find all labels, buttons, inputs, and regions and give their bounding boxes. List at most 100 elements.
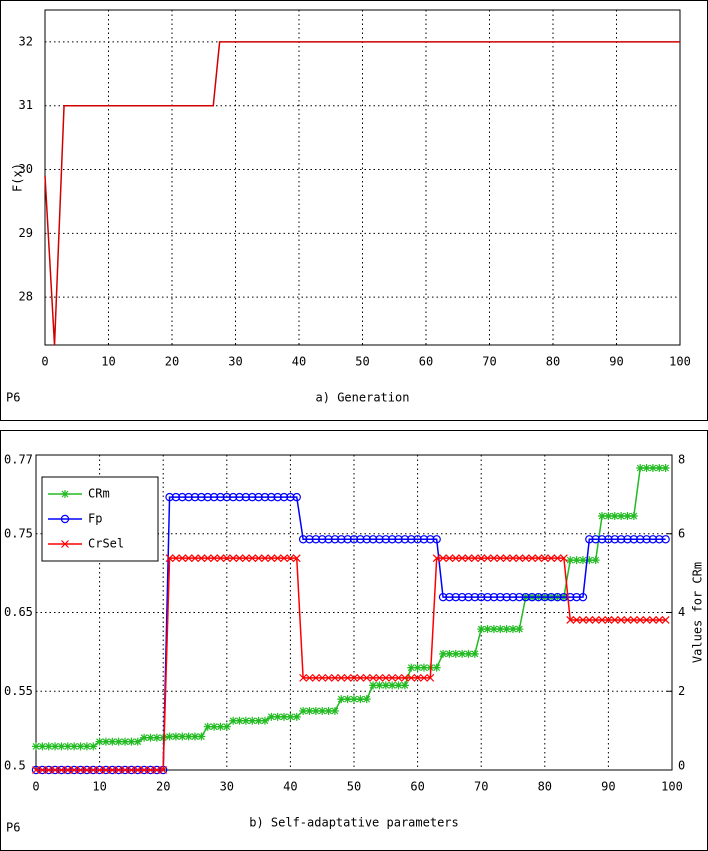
x-tick-label: 0 bbox=[32, 780, 39, 794]
marker bbox=[661, 535, 670, 544]
marker bbox=[457, 592, 467, 602]
marker bbox=[337, 673, 346, 682]
marker bbox=[133, 766, 142, 774]
x-tick-label: 50 bbox=[355, 355, 369, 369]
y-tick-label: 30 bbox=[19, 162, 33, 176]
marker bbox=[509, 554, 517, 563]
y-tick-label: 31 bbox=[19, 98, 33, 112]
x-tick-label: 90 bbox=[601, 780, 615, 794]
marker bbox=[439, 554, 447, 563]
x-tick-label: 50 bbox=[347, 780, 361, 794]
marker bbox=[229, 716, 238, 725]
marker bbox=[413, 663, 422, 672]
y-tick-label: 32 bbox=[19, 34, 33, 48]
marker bbox=[451, 649, 460, 658]
y-tick-label: 29 bbox=[19, 226, 33, 240]
x-tick-label: 10 bbox=[92, 780, 106, 794]
marker bbox=[655, 535, 664, 544]
marker bbox=[95, 766, 104, 774]
marker bbox=[330, 706, 339, 715]
marker bbox=[540, 554, 549, 563]
marker bbox=[394, 535, 403, 544]
marker bbox=[337, 695, 346, 704]
marker bbox=[362, 673, 371, 682]
marker bbox=[254, 716, 263, 725]
marker bbox=[566, 592, 575, 602]
marker bbox=[260, 492, 270, 502]
marker bbox=[502, 554, 511, 563]
marker bbox=[578, 592, 588, 602]
marker bbox=[464, 649, 473, 658]
marker bbox=[32, 742, 40, 751]
marker bbox=[286, 712, 295, 721]
marker bbox=[387, 535, 397, 544]
marker bbox=[228, 492, 238, 502]
marker bbox=[591, 616, 600, 624]
marker bbox=[502, 625, 511, 634]
marker bbox=[458, 554, 467, 563]
x-tick-label: 10 bbox=[101, 355, 115, 369]
marker bbox=[547, 554, 556, 563]
marker bbox=[152, 733, 161, 742]
x-tick-label: 40 bbox=[292, 355, 306, 369]
marker bbox=[292, 554, 301, 563]
y-tick-label: 0.55 bbox=[4, 684, 33, 698]
marker bbox=[642, 535, 651, 544]
marker bbox=[299, 706, 308, 715]
x-tick-label: 20 bbox=[156, 780, 170, 794]
marker bbox=[362, 695, 371, 704]
marker bbox=[578, 556, 587, 565]
marker bbox=[636, 463, 645, 472]
marker bbox=[400, 681, 409, 690]
y-tick-label: 0.75 bbox=[4, 526, 33, 540]
x-tick-label: 60 bbox=[410, 780, 424, 794]
marker bbox=[451, 592, 460, 602]
marker bbox=[477, 554, 486, 563]
marker bbox=[165, 492, 174, 502]
marker bbox=[598, 616, 606, 624]
marker bbox=[566, 616, 575, 624]
marker bbox=[350, 695, 358, 704]
marker bbox=[642, 463, 651, 472]
legend-label: Fp bbox=[88, 512, 102, 526]
marker bbox=[222, 722, 231, 731]
marker bbox=[350, 673, 358, 682]
marker bbox=[63, 766, 72, 774]
marker bbox=[203, 722, 212, 731]
x-tick-label: 30 bbox=[220, 780, 234, 794]
marker bbox=[515, 625, 524, 634]
marker bbox=[426, 673, 435, 682]
marker bbox=[38, 742, 47, 751]
marker bbox=[464, 592, 473, 602]
marker bbox=[184, 732, 193, 741]
marker bbox=[534, 554, 543, 563]
marker bbox=[279, 492, 289, 502]
marker bbox=[388, 673, 397, 682]
marker bbox=[432, 554, 441, 563]
marker bbox=[280, 554, 288, 563]
marker bbox=[337, 535, 346, 544]
x-tick-label: 90 bbox=[609, 355, 623, 369]
marker bbox=[528, 554, 537, 563]
marker bbox=[394, 673, 403, 682]
marker bbox=[470, 592, 480, 602]
marker bbox=[470, 649, 479, 658]
marker bbox=[330, 673, 339, 682]
marker bbox=[623, 512, 632, 521]
marker bbox=[623, 616, 632, 624]
marker bbox=[616, 535, 626, 544]
x-tick-label: 20 bbox=[165, 355, 179, 369]
marker bbox=[140, 766, 149, 774]
marker bbox=[343, 673, 352, 682]
marker bbox=[171, 554, 180, 563]
marker bbox=[445, 649, 454, 658]
marker bbox=[413, 673, 422, 682]
marker bbox=[32, 766, 40, 774]
marker bbox=[553, 554, 562, 563]
marker bbox=[508, 592, 518, 602]
marker bbox=[438, 592, 448, 602]
marker bbox=[222, 554, 231, 563]
marker bbox=[210, 554, 219, 563]
marker bbox=[597, 535, 607, 544]
